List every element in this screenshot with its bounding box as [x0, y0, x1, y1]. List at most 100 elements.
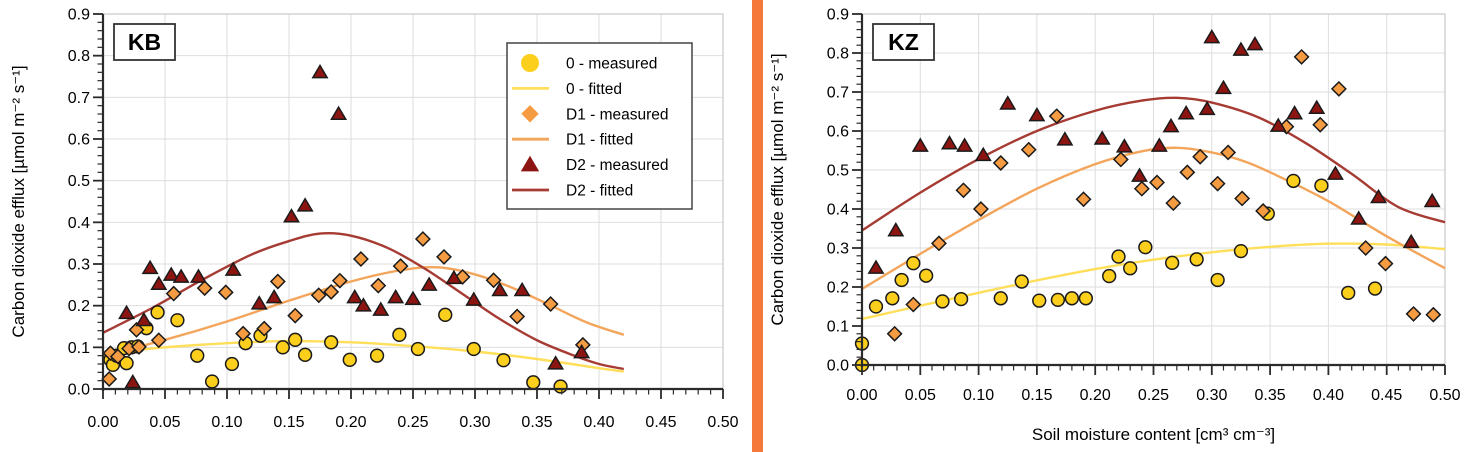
- D1-measured-point: [1234, 190, 1251, 207]
- D2-measured-point: [1115, 138, 1133, 153]
- D1-measured-point: [1192, 148, 1209, 165]
- D1-measured-point: [331, 272, 348, 289]
- legend-label: 0 - fitted: [566, 81, 622, 98]
- D2-measured-point: [1162, 117, 1180, 133]
- D2-measured-point: [372, 301, 390, 316]
- D2-measured-point: [311, 63, 329, 79]
- legend-entry: D2 - measured: [520, 155, 669, 174]
- 0-measured-point: [1367, 281, 1383, 296]
- 0-measured-point: [1050, 292, 1066, 308]
- D1-measured-point: [1112, 151, 1129, 168]
- D1-measured-point: [886, 325, 903, 342]
- y-tick-label: 0.2: [68, 298, 90, 315]
- x-tick-label: 0.35: [521, 414, 552, 431]
- D2-measured-point: [1056, 131, 1074, 146]
- D1-measured-point: [101, 371, 118, 387]
- panel-label-box: [113, 23, 176, 61]
- 0-measured-point: [1111, 249, 1126, 264]
- D1-measured-point: [1020, 141, 1037, 158]
- 0-measured-point: [1314, 178, 1329, 193]
- x-tick-label: 0.45: [1371, 387, 1402, 404]
- D1-measured-point: [1330, 80, 1347, 97]
- x-tick-label: 0.50: [707, 414, 738, 431]
- D1-measured-point: [1425, 306, 1442, 323]
- 0-measured-point: [868, 299, 884, 314]
- D2-measured-point: [940, 135, 958, 150]
- 0-measured-point: [1078, 291, 1094, 306]
- D1-measured-point: [1165, 195, 1182, 212]
- legend-label: D1 - fitted: [566, 132, 633, 149]
- 0-measured-point: [1138, 240, 1153, 255]
- D2-measured-point: [135, 311, 153, 327]
- gridlines: [862, 13, 1446, 365]
- 0-measured-point: [496, 353, 511, 368]
- x-tick-label: 0.00: [846, 387, 877, 404]
- D2-measured-point: [491, 281, 509, 297]
- legend-label: D1 - measured: [566, 106, 669, 123]
- 0-measured-point: [1064, 291, 1080, 306]
- D2-measured-point: [354, 297, 372, 312]
- 0-measured-point: [369, 348, 385, 363]
- 0-measured-point: [224, 356, 240, 372]
- D1-measured-point: [352, 251, 369, 267]
- D2-measured-point: [124, 373, 142, 389]
- 0-measured-point: [150, 305, 165, 320]
- y-tick-label: 0.0: [68, 382, 90, 399]
- 0-measured-point: [1189, 252, 1204, 267]
- 0-measured-point: [1102, 268, 1117, 284]
- D2-measured-point: [346, 288, 364, 304]
- D1-measured-point: [485, 272, 502, 289]
- D1-measured-point: [1405, 305, 1422, 322]
- D2-measured-point: [404, 290, 422, 305]
- y-tick-label: 0.5: [827, 163, 849, 180]
- legend-label: D2 - measured: [566, 157, 669, 174]
- legend-diamond-swatch: [521, 105, 539, 123]
- y-tick-label: 0.8: [68, 48, 90, 65]
- fitted-line-D1-fitted: [861, 146, 1446, 290]
- D2-measured-point: [1214, 79, 1232, 95]
- x-tick-label: 0.25: [397, 414, 428, 431]
- D1-measured-point: [1312, 116, 1329, 133]
- D2-measured-point: [172, 268, 190, 283]
- D1-measured-point: [323, 283, 340, 300]
- y-tick-label: 0.8: [827, 46, 849, 63]
- D2-measured-point: [296, 197, 314, 212]
- fitted-line-D2-fitted: [102, 231, 625, 371]
- D1-measured-point: [235, 325, 252, 342]
- legend: 0 - measured 0 - fitted D1 - measured D1 - …: [506, 42, 693, 210]
- D2-measured-point: [1131, 167, 1148, 182]
- x-tick-label: 0.45: [645, 414, 676, 431]
- x-tick-label: 0.10: [211, 414, 242, 431]
- y-tick-label: 0.6: [68, 132, 90, 149]
- 0-measured-point: [1014, 274, 1029, 289]
- D2-measured-point: [1232, 41, 1250, 56]
- D2-measured-point: [1203, 29, 1221, 44]
- x-axis-title: Soil moisture content [cm³ cm⁻³]: [1032, 425, 1275, 444]
- x-tick-label: 0.05: [149, 414, 180, 431]
- D1-measured-point: [1377, 255, 1394, 272]
- D2-measured-point: [1423, 192, 1441, 208]
- D1-measured-point: [1293, 48, 1310, 65]
- y-tick-label: 0.9: [827, 7, 849, 24]
- D2-measured-point: [887, 222, 905, 237]
- D1-measured-point: [992, 155, 1009, 171]
- x-tick-label: 0.25: [1138, 387, 1169, 404]
- D2-measured-point: [445, 269, 463, 285]
- D1-measured-point: [1179, 164, 1196, 181]
- legend-label: D2 - fitted: [566, 183, 633, 200]
- gridlines: [103, 13, 724, 389]
- y-tick-label: 0.9: [68, 7, 90, 24]
- D1-measured-point: [287, 307, 304, 324]
- x-tick-label: 0.00: [87, 414, 118, 431]
- x-tick-label: 0.10: [963, 387, 994, 404]
- panel-divider: [752, 0, 763, 452]
- D2-measured-point: [1308, 99, 1326, 114]
- D1-measured-point: [1255, 202, 1272, 219]
- x-tick-label: 0.30: [459, 414, 490, 431]
- D2-measured-point: [118, 304, 136, 320]
- D2-measured-point: [465, 291, 483, 306]
- x-tick-label: 0.35: [1255, 387, 1286, 404]
- D2-measured-point: [1350, 210, 1368, 225]
- 0-measured-point: [1165, 255, 1180, 270]
